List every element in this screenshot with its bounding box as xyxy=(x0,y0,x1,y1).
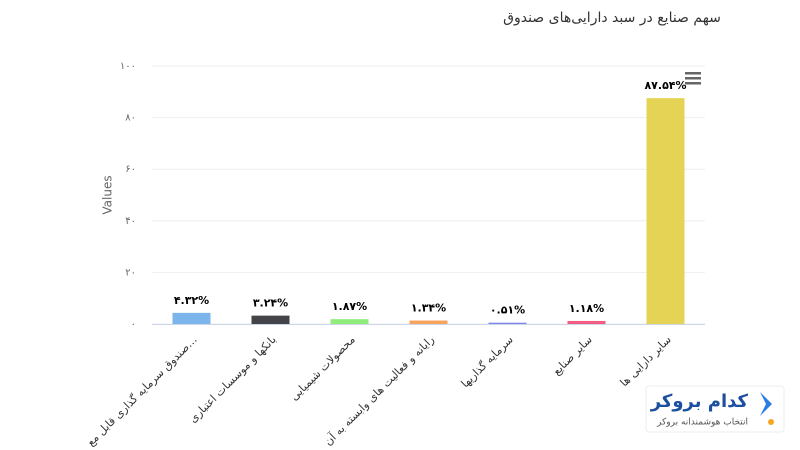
watermark: کدام بروکر انتخاب هوشمندانه بروکر xyxy=(645,385,785,433)
bar xyxy=(409,320,448,324)
value-label: ۱.۳۴% xyxy=(411,302,446,315)
x-tick-label: سایر دارایی ها xyxy=(618,333,674,389)
y-tick-label: ۰ xyxy=(131,319,136,330)
logo-dot xyxy=(768,419,774,425)
bar xyxy=(251,315,290,324)
bar xyxy=(567,320,606,324)
x-tick-label: محصولات شیمیایی xyxy=(288,333,358,403)
logo-arrow xyxy=(760,392,772,416)
menu-bar xyxy=(685,77,701,80)
menu-icon[interactable] xyxy=(685,72,701,85)
x-tick-label: سرمایه گذاریها xyxy=(459,333,516,390)
bar xyxy=(646,98,685,325)
value-label: ۴.۳۲% xyxy=(174,294,209,307)
y-axis-title: Values xyxy=(101,175,115,214)
menu-bar xyxy=(685,82,701,85)
y-tick-label: ۸۰ xyxy=(125,113,136,124)
menu-bar xyxy=(685,72,701,75)
watermark-tagline: انتخاب هوشمندانه بروکر xyxy=(656,418,748,428)
y-tick-label: ۴۰ xyxy=(125,216,136,227)
x-tick-label: بانکها و موسسات اعتباری xyxy=(186,333,278,425)
y-tick-label: ۶۰ xyxy=(125,164,136,175)
value-label: ۱.۱۸% xyxy=(569,302,604,315)
x-tick-label: سایر صنایع xyxy=(550,333,595,378)
bar xyxy=(488,322,527,324)
value-label: ۳.۲۴% xyxy=(253,297,288,310)
value-label: ۱.۸۷% xyxy=(332,300,367,313)
value-label: ۸۷.۵۴% xyxy=(644,79,686,92)
watermark-box xyxy=(645,385,785,433)
chart-title: سهم صنایع در سبد دارایی‌های صندوق xyxy=(503,10,721,26)
bar xyxy=(172,312,211,324)
value-label: ۰.۵۱% xyxy=(490,304,525,317)
x-tick-label: صندوق سرمایه گذاری قابل مع… xyxy=(84,333,200,449)
bar xyxy=(330,319,369,324)
y-tick-label: ۲۰ xyxy=(125,267,136,278)
y-tick-label: ۱۰۰ xyxy=(120,61,136,72)
watermark-brand: کدام بروکر xyxy=(650,391,749,412)
